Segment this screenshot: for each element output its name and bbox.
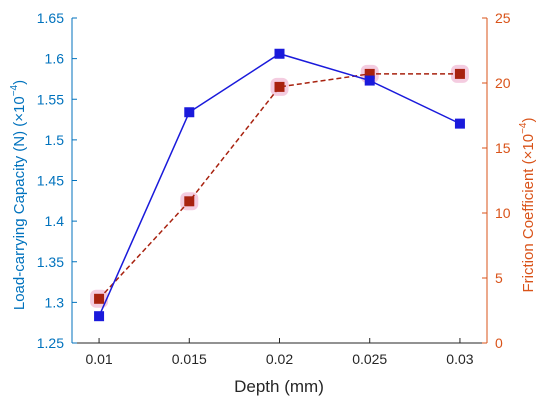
right-y-tick-label: 15: [495, 140, 511, 156]
left-y-tick-label: 1.4: [45, 213, 65, 229]
left-y-axis-label-text: Load-carrying Capacity (N): [11, 131, 28, 310]
left-y-axis-label: Load-carrying Capacity (N) (×10−4): [9, 80, 28, 310]
left-y-tick-label: 1.35: [37, 254, 64, 270]
series-layer: [90, 48, 469, 322]
load-capacity-data-point: [94, 311, 105, 322]
right-y-tick-label: 25: [495, 10, 511, 26]
axes: [71, 18, 488, 344]
friction-coefficient-data-point: [184, 196, 195, 207]
left-y-axis-label-multiplier: (×10: [11, 96, 28, 126]
friction-coefficient-data-point: [454, 68, 465, 79]
load-capacity-data-point: [364, 75, 375, 86]
friction-coefficient-data-point: [94, 293, 105, 304]
friction-coefficient-data-point: [364, 68, 375, 79]
x-tick-label: 0.01: [85, 351, 112, 367]
friction-coefficient-series-line: [98, 73, 460, 300]
left-y-tick-label: 1.6: [45, 51, 65, 67]
friction-coefficient-data-point: [274, 81, 285, 92]
right-y-axis-label-exponent: −4: [518, 122, 529, 134]
right-y-axis-label: Friction Coefficient (×10−4): [518, 118, 537, 293]
right-y-axis-label-multiplier: (×10: [520, 134, 537, 164]
left-y-tick-label: 1.65: [37, 10, 64, 26]
left-y-tick-label: 1.3: [45, 294, 65, 310]
tick-marks: [72, 17, 487, 344]
load-capacity-data-point: [184, 107, 195, 118]
left-y-tick-label: 1.55: [37, 91, 64, 107]
left-y-tick-label: 1.5: [45, 132, 65, 148]
right-y-tick-label: 0: [495, 335, 503, 351]
x-tick-label: 0.03: [446, 351, 473, 367]
x-tick-label: 0.025: [352, 351, 387, 367]
load-capacity-data-point: [274, 48, 285, 59]
x-tick-label: 0.015: [172, 351, 207, 367]
x-tick-label: 0.02: [266, 351, 293, 367]
load-capacity-data-point: [454, 118, 465, 129]
right-y-tick-label: 5: [495, 270, 503, 286]
left-y-axis-label-exponent: −4: [9, 84, 20, 96]
left-y-tick-label: 1.25: [37, 335, 64, 351]
x-axis-label: Depth (mm): [234, 377, 324, 396]
right-y-tick-label: 20: [495, 75, 511, 91]
right-y-tick-label: 10: [495, 205, 511, 221]
right-y-axis-label-text: Friction Coefficient: [520, 168, 537, 293]
left-y-tick-label: 1.45: [37, 173, 64, 189]
left-y-axis-label-close: ): [11, 80, 28, 85]
tick-labels: 0.01 0.015 0.02 0.025 0.03 1.25 1.3 1.35 1.4 1.45…: [37, 10, 511, 367]
right-y-axis-label-close: ): [520, 118, 537, 123]
